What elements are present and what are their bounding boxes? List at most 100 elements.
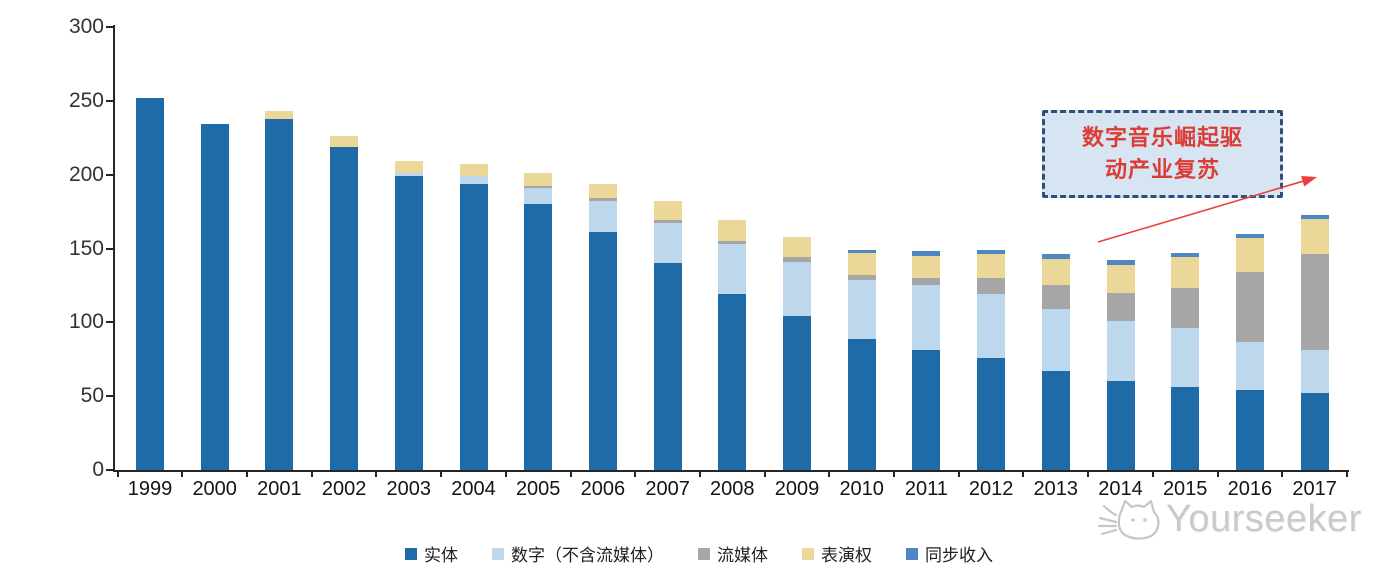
x-axis-tick [1216, 470, 1219, 477]
legend: 实体 数字（不含流媒体） 流媒体 表演权 同步收入 [0, 541, 1398, 566]
bar-segment [1300, 254, 1329, 351]
bar-segment [588, 198, 617, 202]
x-axis-label: 2006 [580, 478, 626, 500]
legend-item: 实体 [405, 541, 458, 566]
x-axis-label: 2009 [774, 478, 820, 500]
legend-label: 表演权 [821, 546, 872, 565]
bar-segment [136, 97, 164, 470]
x-axis-tick [440, 470, 443, 477]
bar-segment [783, 257, 811, 262]
legend-item: 数字（不含流媒体） [492, 541, 664, 566]
annotation-text-line: 动产业复苏 [1104, 157, 1220, 182]
bar-segment [459, 164, 488, 177]
x-axis-label: 2012 [968, 478, 1014, 500]
bar-segment [330, 136, 359, 147]
legend-marker [492, 547, 504, 560]
bar-segment [330, 146, 359, 470]
bar-segment [1300, 393, 1329, 470]
bar-segment [459, 176, 488, 184]
annotation-box: 数字音乐崛起驱 动产业复苏 [1042, 110, 1283, 198]
y-axis-tick [106, 247, 115, 250]
y-axis-label: 50 [80, 384, 104, 408]
bar-segment [912, 350, 941, 470]
bar-segment [1171, 257, 1200, 289]
x-axis-tick [634, 470, 637, 477]
bar-segment [394, 176, 423, 470]
x-axis-tick [569, 470, 572, 477]
x-axis-label: 2013 [1033, 478, 1079, 500]
watermark-text: Yourseeker [1166, 497, 1362, 540]
x-axis-tick [310, 470, 313, 477]
x-axis-tick [1087, 470, 1090, 477]
bar-segment [653, 220, 682, 224]
x-axis-label: 2014 [1098, 478, 1143, 500]
bar-segment [1171, 288, 1200, 329]
bar-segment [1106, 264, 1135, 293]
bar-segment [1300, 350, 1329, 394]
bar-segment [847, 252, 876, 276]
x-axis-label: 2010 [839, 478, 884, 500]
bar-segment [524, 173, 553, 187]
bar-segment [718, 294, 747, 470]
bar-segment [847, 249, 876, 253]
bar-segment [1300, 214, 1329, 219]
bar-segment [588, 201, 617, 233]
x-axis-label: 2008 [710, 478, 755, 500]
bar-segment [977, 357, 1006, 470]
x-axis-label: 2004 [451, 478, 496, 500]
bar-segment [718, 220, 747, 242]
y-axis-label: 150 [68, 236, 104, 260]
x-axis-label: 2002 [321, 478, 367, 500]
x-axis-label: 2003 [386, 478, 432, 500]
x-axis-label: 2005 [515, 478, 561, 500]
bar-segment [847, 275, 876, 280]
x-axis-tick [893, 470, 896, 477]
bar-segment [265, 111, 294, 119]
bar-segment [588, 232, 617, 470]
bar-segment [1106, 320, 1135, 382]
bar-segment [524, 204, 553, 470]
bar-segment [1235, 238, 1264, 273]
bar-segment [718, 244, 747, 295]
bar-segment [1041, 285, 1070, 310]
legend-label: 实体 [424, 546, 458, 565]
annotation-text-line: 数字音乐崛起驱 [1081, 125, 1243, 151]
y-axis-tick [106, 395, 115, 398]
bar-segment [524, 186, 553, 188]
y-axis-label: 0 [92, 458, 104, 481]
bar-segment [1235, 272, 1264, 342]
x-axis-tick [246, 470, 249, 477]
y-axis-tick [106, 26, 115, 28]
y-axis-tick [106, 469, 115, 471]
legend-item: 同步收入 [906, 541, 993, 566]
x-axis-label: 1999 [127, 478, 173, 500]
legend-item: 流媒体 [698, 541, 768, 566]
bar-segment [653, 201, 682, 221]
bar-segment [524, 187, 553, 205]
bar-segment [1041, 309, 1070, 372]
x-axis-tick [1345, 470, 1348, 477]
x-axis-tick [957, 470, 960, 477]
bar-segment [459, 183, 488, 470]
x-axis-tick [181, 470, 184, 477]
x-axis-label: 2001 [257, 478, 302, 500]
legend-marker [802, 547, 814, 560]
bar-segment [847, 279, 876, 339]
y-axis-label: 100 [68, 310, 104, 334]
legend-label: 同步收入 [925, 546, 993, 565]
x-axis-label: 2017 [1292, 478, 1337, 500]
bar-segment [200, 124, 229, 470]
bar-segment [783, 316, 811, 470]
x-axis-label: 2011 [904, 478, 948, 500]
legend-marker [906, 547, 918, 560]
bar-segment [912, 255, 941, 279]
bar-segment [1171, 387, 1200, 470]
bar-segment [977, 294, 1006, 358]
y-axis-label: 250 [68, 88, 104, 112]
bar-segment [1106, 381, 1135, 470]
legend-item: 表演权 [802, 541, 872, 566]
x-axis-tick [698, 470, 701, 477]
y-axis-tick [106, 173, 115, 176]
x-axis-tick [116, 470, 119, 477]
